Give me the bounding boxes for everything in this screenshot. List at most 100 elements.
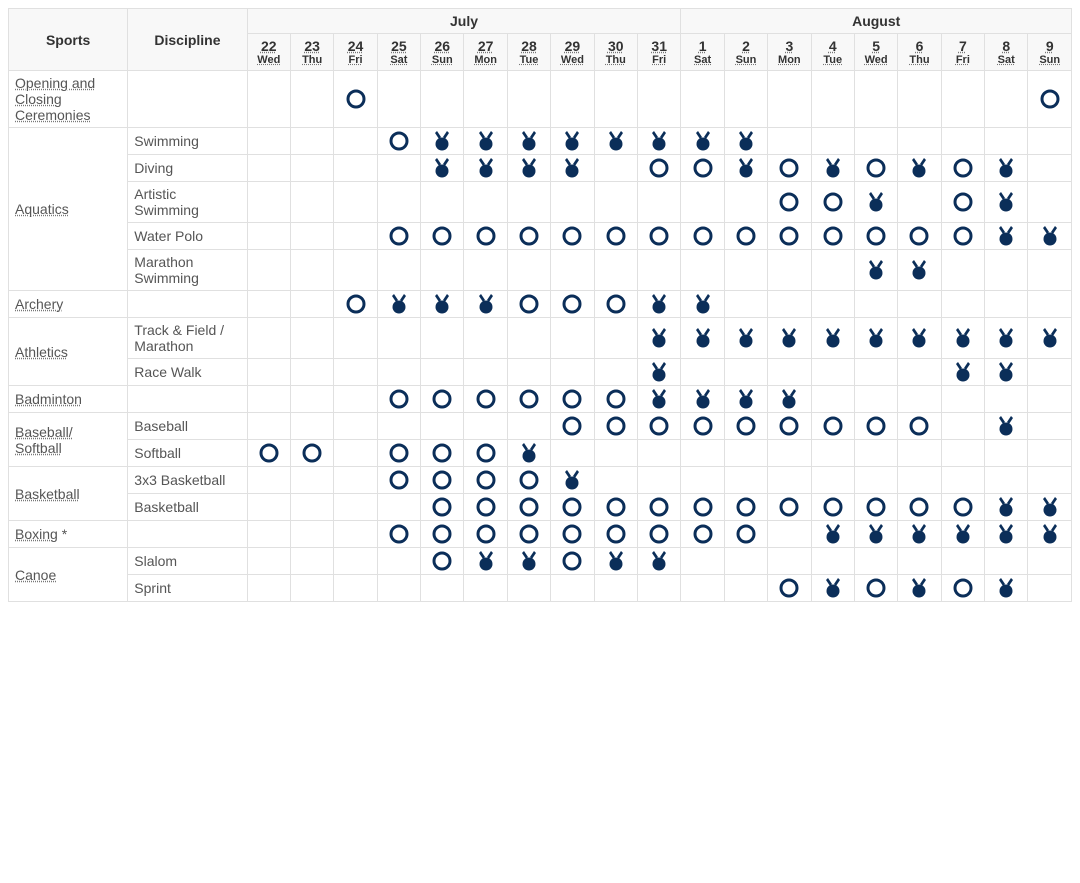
date-header[interactable]: 8Sat: [985, 34, 1028, 71]
sport-name-cell[interactable]: Basketball: [9, 467, 128, 521]
sport-name-cell[interactable]: Opening and Closing Ceremonies: [9, 71, 128, 128]
schedule-cell: [247, 182, 290, 223]
schedule-cell: [551, 413, 594, 440]
schedule-cell: [985, 318, 1028, 359]
schedule-cell: [681, 359, 724, 386]
event-open-icon: [388, 130, 410, 152]
date-header[interactable]: 27Mon: [464, 34, 507, 71]
schedule-cell: [594, 575, 637, 602]
schedule-cell: [594, 494, 637, 521]
sport-link[interactable]: Archery: [15, 296, 63, 312]
event-open-icon: [865, 496, 887, 518]
date-header[interactable]: 9Sun: [1028, 34, 1072, 71]
event-open-icon: [475, 496, 497, 518]
sport-name-cell[interactable]: Baseball/ Softball: [9, 413, 128, 467]
date-header[interactable]: 22Wed: [247, 34, 290, 71]
schedule-cell: [811, 128, 854, 155]
event-open-icon: [822, 496, 844, 518]
date-header[interactable]: 23Thu: [290, 34, 333, 71]
event-open-icon: [908, 415, 930, 437]
event-open-icon: [388, 442, 410, 464]
event-open-icon: [475, 469, 497, 491]
schedule-cell: [1028, 291, 1072, 318]
date-header[interactable]: 31Fri: [637, 34, 680, 71]
sport-name-cell[interactable]: Badminton: [9, 386, 128, 413]
date-header[interactable]: 5Wed: [854, 34, 897, 71]
sport-name-cell[interactable]: Boxing *: [9, 521, 128, 548]
date-header[interactable]: 3Mon: [768, 34, 811, 71]
schedule-cell: [854, 575, 897, 602]
date-header[interactable]: 24Fri: [334, 34, 377, 71]
medal-event-icon: [692, 388, 714, 410]
sport-name-cell[interactable]: Aquatics: [9, 128, 128, 291]
date-header[interactable]: 30Thu: [594, 34, 637, 71]
schedule-cell: [464, 575, 507, 602]
date-header[interactable]: 1Sat: [681, 34, 724, 71]
event-open-icon: [518, 496, 540, 518]
sport-link[interactable]: Boxing: [15, 526, 58, 542]
medal-event-icon: [388, 293, 410, 315]
schedule-cell: [898, 223, 941, 250]
schedule-cell: [421, 71, 464, 128]
medal-event-icon: [995, 157, 1017, 179]
date-header[interactable]: 4Tue: [811, 34, 854, 71]
sport-link[interactable]: Basketball: [15, 486, 80, 502]
schedule-cell: [464, 128, 507, 155]
schedule-cell: [637, 413, 680, 440]
date-header[interactable]: 6Thu: [898, 34, 941, 71]
schedule-cell: [247, 291, 290, 318]
date-header[interactable]: 26Sun: [421, 34, 464, 71]
schedule-cell: [334, 548, 377, 575]
schedule-cell: [681, 250, 724, 291]
schedule-cell: [1028, 318, 1072, 359]
discipline-name-cell: [128, 291, 247, 318]
sport-link[interactable]: Athletics: [15, 344, 68, 360]
date-header[interactable]: 29Wed: [551, 34, 594, 71]
medal-event-icon: [431, 130, 453, 152]
date-header[interactable]: 25Sat: [377, 34, 420, 71]
schedule-cell: [681, 494, 724, 521]
sport-link[interactable]: Canoe: [15, 567, 56, 583]
schedule-cell: [507, 548, 550, 575]
sport-name-cell[interactable]: Athletics: [9, 318, 128, 386]
schedule-cell: [811, 359, 854, 386]
table-row: Badminton: [9, 386, 1072, 413]
schedule-cell: [681, 223, 724, 250]
schedule-cell: [681, 155, 724, 182]
medal-event-icon: [778, 388, 800, 410]
medal-event-icon: [692, 130, 714, 152]
schedule-cell: [247, 386, 290, 413]
sport-name-cell[interactable]: Archery: [9, 291, 128, 318]
discipline-name-cell: Slalom: [128, 548, 247, 575]
sport-link[interactable]: Opening and Closing Ceremonies: [15, 75, 95, 123]
event-open-icon: [388, 225, 410, 247]
event-open-icon: [605, 496, 627, 518]
sport-link[interactable]: Aquatics: [15, 201, 69, 217]
event-open-icon: [475, 388, 497, 410]
month-header: August: [681, 9, 1072, 34]
sport-name-cell[interactable]: Canoe: [9, 548, 128, 602]
schedule-cell: [507, 128, 550, 155]
medal-event-icon: [865, 259, 887, 281]
medal-event-icon: [648, 293, 670, 315]
event-open-icon: [518, 388, 540, 410]
schedule-cell: [464, 155, 507, 182]
schedule-cell: [941, 521, 984, 548]
schedule-cell: [941, 182, 984, 223]
schedule-cell: [464, 386, 507, 413]
schedule-cell: [334, 494, 377, 521]
schedule-cell: [421, 386, 464, 413]
date-header[interactable]: 7Fri: [941, 34, 984, 71]
sport-link[interactable]: Baseball/ Softball: [15, 424, 73, 456]
sport-link[interactable]: Badminton: [15, 391, 82, 407]
schedule-cell: [637, 440, 680, 467]
schedule-cell: [464, 318, 507, 359]
event-open-icon: [778, 157, 800, 179]
schedule-cell: [768, 318, 811, 359]
date-header[interactable]: 28Tue: [507, 34, 550, 71]
date-header[interactable]: 2Sun: [724, 34, 767, 71]
medal-event-icon: [865, 327, 887, 349]
schedule-cell: [421, 250, 464, 291]
medal-event-icon: [995, 225, 1017, 247]
schedule-cell: [768, 386, 811, 413]
